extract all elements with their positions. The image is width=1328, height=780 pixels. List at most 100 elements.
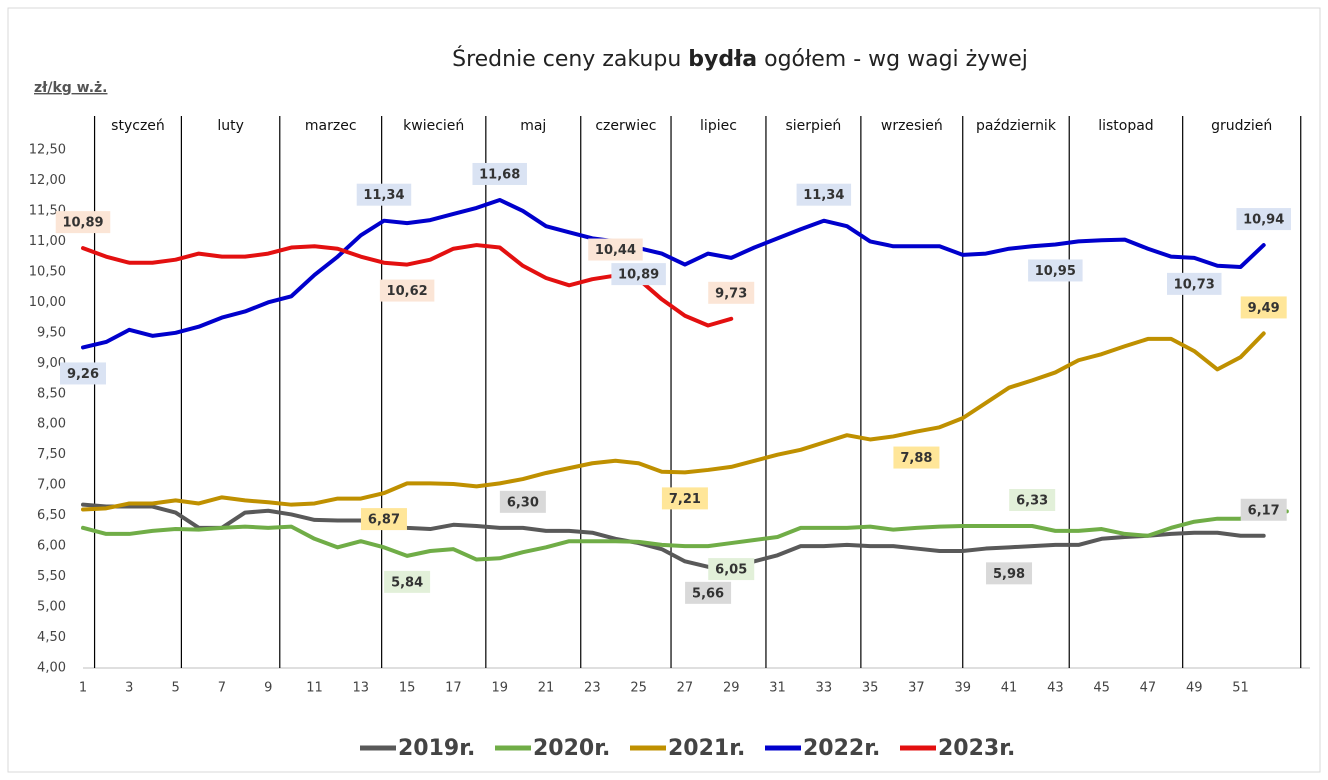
y-tick-label: 9,50	[37, 325, 66, 340]
value-label-box	[1166, 272, 1222, 295]
value-label-box	[1240, 498, 1287, 521]
x-tick-label: 43	[1047, 681, 1064, 696]
value-label: 5,84	[391, 575, 423, 590]
series-line	[81, 331, 1266, 512]
frame	[7, 7, 1321, 773]
title-part: bydła	[688, 47, 757, 72]
legend-label: 2023r.	[938, 736, 1015, 761]
value-label: 5,66	[692, 586, 724, 601]
value-label-box	[1236, 208, 1291, 231]
month-label: wrzesień	[881, 118, 943, 134]
value-label: 10,95	[1035, 264, 1076, 279]
series-line	[81, 502, 1266, 569]
value-label: 11,68	[479, 167, 520, 182]
series-line	[81, 509, 1289, 562]
value-label: 9,73	[715, 286, 747, 301]
value-label-box	[1240, 296, 1287, 319]
title-part: ogółem - wg wagi żywej	[757, 47, 1028, 72]
x-tick-label: 29	[723, 681, 740, 696]
x-tick-label: 39	[954, 681, 971, 696]
x-tick-label: 11	[306, 681, 323, 696]
value-label: 10,62	[387, 284, 428, 299]
x-tick-label: 45	[1093, 681, 1110, 696]
month-label: luty	[217, 118, 244, 134]
legend-label: 2019r.	[398, 736, 475, 761]
month-label: sierpień	[785, 118, 841, 134]
value-label-box	[499, 490, 546, 513]
x-tick-label: 31	[769, 681, 786, 696]
value-label-box	[379, 279, 435, 302]
value-label: 7,21	[669, 492, 701, 507]
month-label: grudzień	[1211, 118, 1272, 134]
value-label-box	[60, 362, 106, 385]
month-label: październik	[976, 118, 1057, 134]
chart-title: Średnie ceny zakupu bydła ogółem - wg wa…	[452, 46, 1028, 72]
month-label: lipiec	[700, 118, 737, 134]
x-tick-label: 3	[125, 681, 133, 696]
value-label: 10,89	[618, 268, 659, 283]
month-label: styczeń	[111, 118, 165, 134]
value-label: 6,87	[368, 513, 400, 528]
value-label: 7,88	[900, 451, 932, 466]
value-label: 9,49	[1248, 301, 1280, 316]
y-tick-label: 9,00	[37, 356, 66, 371]
y-tick-label: 5,00	[37, 600, 66, 615]
y-tick-label: 8,50	[37, 386, 66, 401]
y-tick-label: 10,50	[29, 264, 66, 279]
value-label: 5,98	[993, 567, 1025, 582]
x-tick-label: 1	[79, 681, 87, 696]
series-line	[81, 197, 1266, 350]
month-label: listopad	[1098, 118, 1153, 134]
x-tick-label: 27	[677, 681, 694, 696]
y-tick-label: 7,00	[37, 478, 66, 493]
y-tick-label: 10,00	[29, 295, 66, 310]
value-label-box	[796, 183, 852, 206]
value-label-box	[1009, 489, 1056, 512]
x-tick-label: 13	[353, 681, 370, 696]
x-tick-label: 23	[584, 681, 601, 696]
x-tick-label: 5	[171, 681, 179, 696]
value-label: 6,17	[1248, 503, 1280, 518]
value-label: 6,30	[507, 495, 539, 510]
value-label-box	[685, 581, 732, 604]
value-label: 9,26	[67, 367, 99, 382]
y-tick-label: 4,50	[37, 630, 66, 645]
x-tick-label: 33	[816, 681, 833, 696]
value-label-box	[356, 183, 412, 206]
month-label: czerwiec	[595, 118, 656, 134]
value-label: 6,05	[715, 563, 747, 578]
x-tick-label: 47	[1140, 681, 1157, 696]
value-label-box	[360, 508, 407, 531]
legend-label: 2020r.	[533, 736, 610, 761]
y-tick-label: 4,00	[37, 661, 66, 676]
value-label-box	[611, 263, 666, 286]
y-tick-label: 8,00	[37, 417, 66, 432]
x-tick-label: 51	[1232, 681, 1249, 696]
y-tick-label: 6,00	[37, 539, 66, 554]
legend-label: 2021r.	[668, 736, 745, 761]
y-tick-label: 12,00	[29, 173, 66, 188]
value-label-box	[986, 562, 1033, 585]
value-label-box	[472, 162, 527, 185]
value-label: 10,73	[1174, 277, 1215, 292]
x-tick-label: 41	[1001, 681, 1018, 696]
y-tick-label: 11,00	[29, 234, 66, 249]
value-label-box	[384, 570, 431, 593]
x-tick-label: 7	[218, 681, 226, 696]
value-label-box	[661, 487, 708, 510]
legend-label: 2022r.	[803, 736, 880, 761]
x-tick-label: 15	[399, 681, 416, 696]
x-tick-label: 9	[264, 681, 272, 696]
title-part: Średnie ceny zakupu	[452, 46, 688, 72]
value-label-box	[1028, 259, 1083, 282]
value-label-box	[708, 281, 755, 304]
x-tick-label: 19	[491, 681, 508, 696]
y-tick-label: 6,50	[37, 508, 66, 523]
value-label: 6,33	[1016, 494, 1048, 509]
x-tick-label: 49	[1186, 681, 1203, 696]
y-tick-label: 12,50	[29, 143, 66, 158]
x-tick-label: 21	[538, 681, 555, 696]
value-label: 10,89	[62, 216, 103, 231]
y-tick-label: 7,50	[37, 447, 66, 462]
y-unit: zł/kg w.ż.	[34, 80, 108, 96]
